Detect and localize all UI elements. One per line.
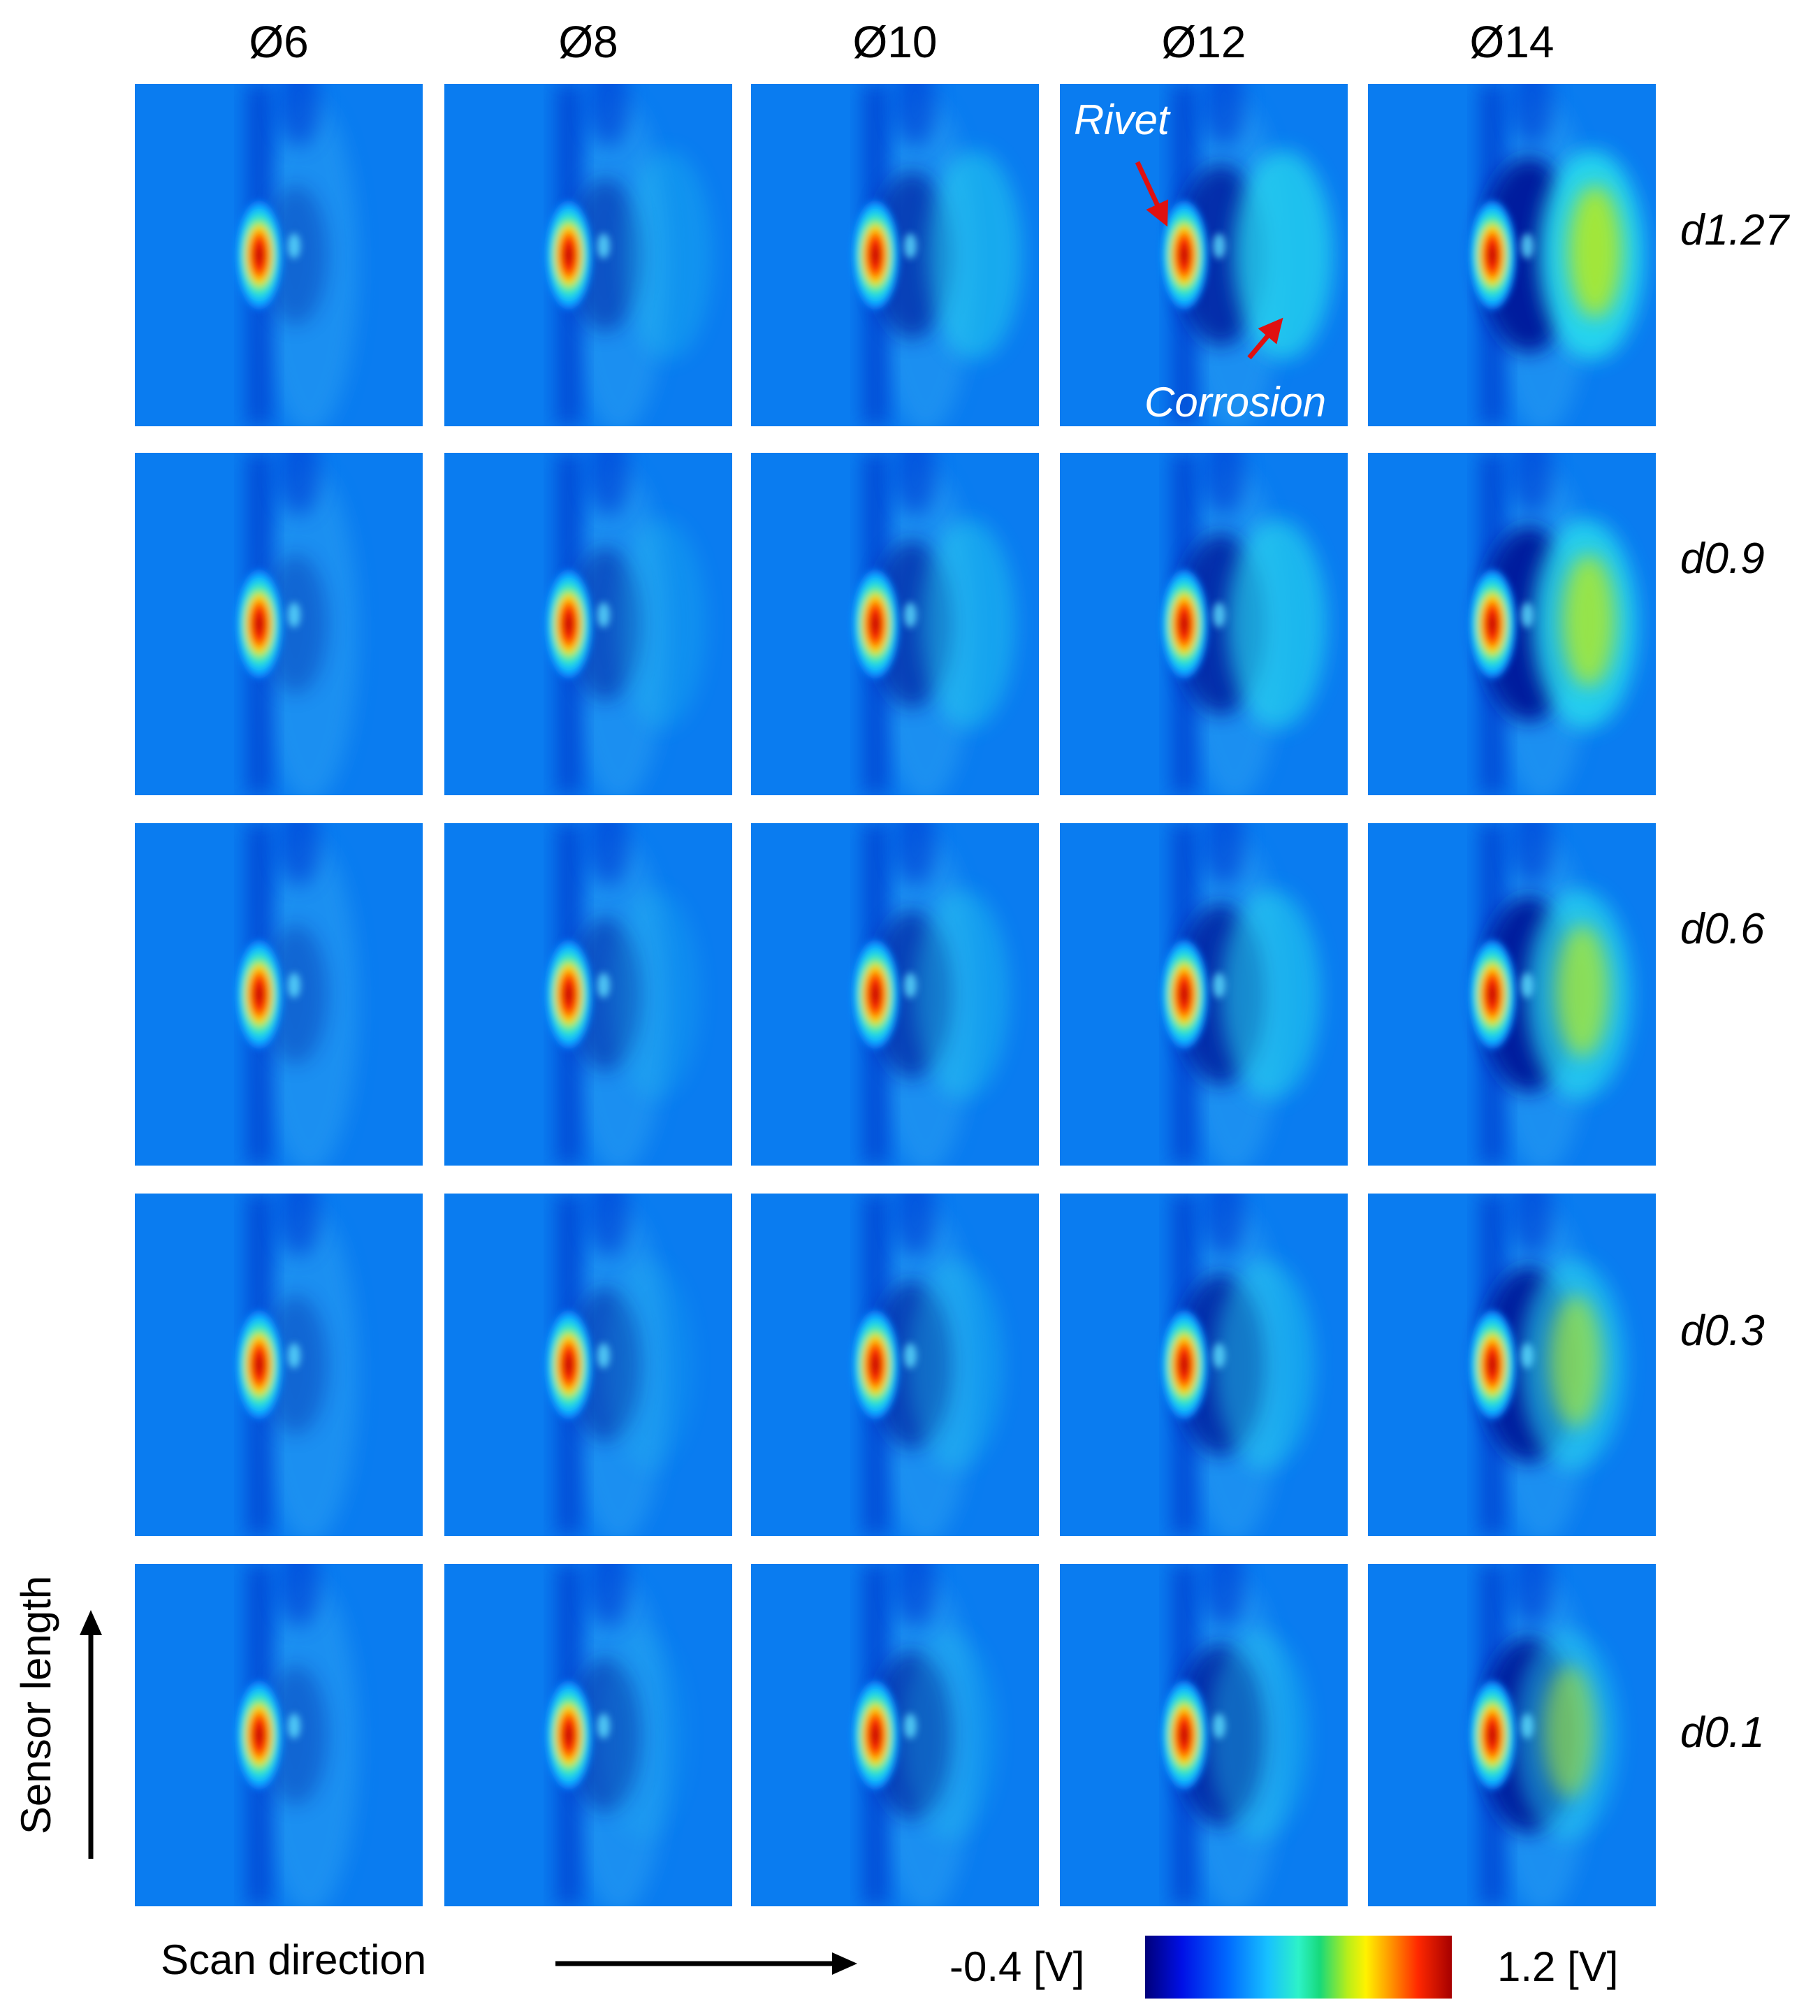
eddy-current-map	[444, 823, 732, 1166]
eddy-current-map	[135, 1564, 423, 1906]
eddy-current-map	[1060, 1194, 1348, 1536]
eddy-current-map	[751, 1194, 1039, 1536]
scan-direction-label: Scan direction	[161, 1936, 427, 1983]
eddy-current-map	[751, 823, 1039, 1166]
eddy-current-map	[135, 453, 423, 795]
sensor-length-arrow	[80, 1610, 102, 1859]
eddy-current-map	[1368, 1194, 1656, 1536]
eddy-current-map	[1368, 84, 1656, 426]
eddy-current-map	[751, 453, 1039, 795]
eddy-current-map	[444, 84, 732, 426]
eddy-current-map	[1060, 823, 1348, 1166]
scan-direction-arrow	[555, 1952, 857, 1975]
eddy-current-map	[1060, 1564, 1348, 1906]
eddy-current-map	[751, 84, 1039, 426]
row-label: d0.9	[1680, 535, 1765, 583]
eddy-current-map	[444, 1194, 732, 1536]
eddy-current-map	[135, 84, 423, 426]
row-label: d1.27	[1680, 206, 1789, 254]
row-label: d0.1	[1680, 1709, 1765, 1757]
column-header: Ø6	[249, 17, 309, 67]
column-header: Ø14	[1469, 17, 1555, 67]
corrosion-annotation-label: Corrosion	[1144, 379, 1327, 426]
colorbar-max-label: 1.2 [V]	[1497, 1943, 1619, 1990]
eddy-current-map	[1368, 823, 1656, 1166]
eddy-current-map	[444, 1564, 732, 1906]
column-header: Ø8	[558, 17, 618, 67]
row-label: d0.3	[1680, 1307, 1765, 1355]
eddy-current-map	[135, 823, 423, 1166]
eddy-current-map	[1368, 1564, 1656, 1906]
eddy-current-map	[1368, 453, 1656, 795]
eddy-current-map	[1060, 453, 1348, 795]
colorbar	[1145, 1936, 1452, 1999]
eddy-current-map	[444, 453, 732, 795]
column-header: Ø10	[852, 17, 938, 67]
eddy-current-map	[135, 1194, 423, 1536]
column-header: Ø12	[1161, 17, 1246, 67]
rivet-annotation-label: Rivet	[1074, 96, 1170, 143]
eddy-current-map	[1060, 84, 1348, 426]
eddy-current-map	[751, 1564, 1039, 1906]
row-label: d0.6	[1680, 905, 1765, 953]
colorbar-min-label: -0.4 [V]	[949, 1943, 1085, 1990]
sensor-length-label: Sensor length	[13, 1575, 59, 1835]
